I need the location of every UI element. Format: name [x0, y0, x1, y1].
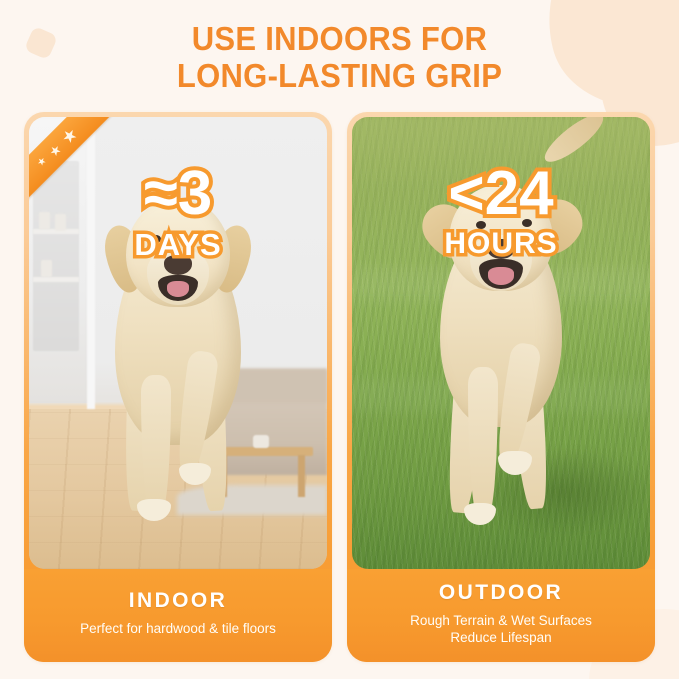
indoor-footer-subtitle-line-1: Perfect for hardwood & tile floors [80, 621, 276, 636]
dog-leg [141, 375, 171, 515]
star-icon: ★ [57, 123, 82, 148]
dog-leg [468, 367, 498, 517]
indoor-shelf-item [41, 260, 52, 277]
dog-tongue [488, 267, 514, 285]
indoor-photo: ★ ★ ★ ≈3 DAYS [29, 117, 327, 569]
indoor-cup [253, 435, 269, 448]
outdoor-stat-value: <24 [444, 159, 557, 229]
card-outdoor[interactable]: <24 HOURS OUTDOOR Rough Terrain & Wet Su… [347, 112, 655, 662]
indoor-shelf-item [55, 214, 66, 231]
dog-nose [164, 255, 192, 275]
indoor-stat-unit: DAYS [131, 226, 224, 264]
star-icon: ★ [45, 140, 65, 160]
indoor-shelf [33, 229, 79, 234]
outdoor-footer-subtitle-line-1: Rough Terrain & Wet Surfaces [410, 612, 592, 628]
dog-eye [476, 221, 486, 229]
indoor-niche [33, 161, 79, 351]
indoor-stat: ≈3 DAYS [29, 159, 327, 264]
page-title-line-1: USE INDOORS FOR [191, 20, 488, 57]
indoor-coffee-table [209, 447, 313, 456]
page-title: USE INDOORS FOR LONG-LASTING GRIP [20, 20, 658, 94]
indoor-footer-title: INDOOR [128, 589, 228, 612]
indoor-footer: INDOOR Perfect for hardwood & tile floor… [24, 569, 332, 662]
dog-eye [151, 235, 161, 243]
dog-paw [464, 503, 496, 525]
outdoor-footer-subtitle-line-2: Reduce Lifespan [450, 629, 552, 645]
dog-tongue [167, 281, 189, 297]
outdoor-footer-title: OUTDOOR [438, 580, 564, 604]
indoor-shelf-item [39, 212, 50, 229]
dog-paw [179, 463, 211, 485]
indoor-stat-value: ≈3 [140, 159, 217, 229]
card-indoor[interactable]: ★ ★ ★ ≈3 DAYS INDOOR Perfect for hardwoo… [24, 112, 332, 662]
outdoor-stat-unit: HOURS [441, 225, 560, 262]
dog-outdoor [352, 117, 650, 569]
star-icon: ★ [35, 155, 50, 170]
page-title-line-2: LONG-LASTING GRIP [176, 57, 503, 94]
outdoor-scene [352, 117, 650, 569]
dog-nose [487, 239, 515, 259]
indoor-footer-subtitle: Perfect for hardwood & tile floors [80, 620, 276, 637]
dog-paw [137, 499, 171, 521]
dog-eye [197, 233, 207, 241]
indoor-door-frame [87, 117, 95, 409]
indoor-shelf [33, 277, 79, 282]
comparison-cards: ★ ★ ★ ≈3 DAYS INDOOR Perfect for hardwoo… [24, 112, 655, 662]
indoor-scene [29, 117, 327, 569]
outdoor-stat: <24 HOURS [352, 159, 650, 263]
outdoor-photo: <24 HOURS [352, 117, 650, 569]
indoor-table-leg [298, 455, 305, 497]
dog-eye [522, 219, 532, 227]
outdoor-footer-subtitle: Rough Terrain & Wet Surfaces Reduce Life… [410, 612, 592, 646]
dog-indoor [29, 117, 327, 569]
outdoor-footer: OUTDOOR Rough Terrain & Wet Surfaces Red… [347, 569, 655, 662]
